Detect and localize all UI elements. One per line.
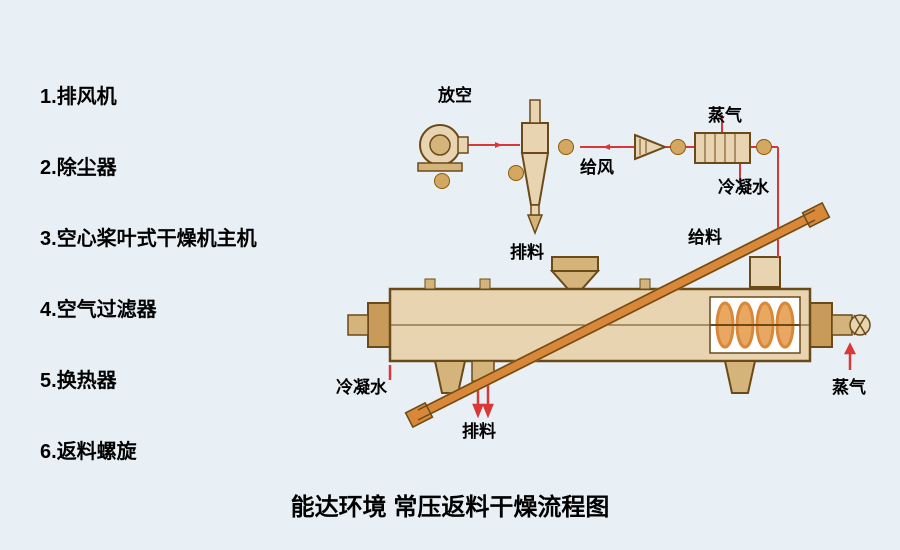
legend-text: 返料螺旋 xyxy=(57,441,137,463)
diagram-svg xyxy=(330,75,890,455)
legend-text: 排风机 xyxy=(57,86,117,108)
feed-box xyxy=(750,257,780,287)
hopper-icon xyxy=(552,257,598,289)
legend-text: 换热器 xyxy=(57,370,117,392)
label-feed: 给料 xyxy=(688,223,722,248)
legend-num: 3 xyxy=(40,228,51,250)
legend-num: 4 xyxy=(40,299,51,321)
badge-5 xyxy=(756,139,772,155)
label-air-in: 给风 xyxy=(580,153,614,178)
legend-item: 4.空气过滤器 xyxy=(40,293,257,322)
badge-3 xyxy=(558,139,574,155)
legend-num: 5 xyxy=(40,370,51,392)
label-vent: 放空 xyxy=(438,81,472,106)
legend-item: 6.返料螺旋 xyxy=(40,435,257,464)
label-condensate2: 冷凝水 xyxy=(336,373,387,398)
fan-icon xyxy=(418,125,468,171)
legend-item: 3.空心桨叶式干燥机主机 xyxy=(40,222,257,251)
legend-text: 空心桨叶式干燥机主机 xyxy=(57,228,257,250)
process-diagram: 放空 蒸气 给风 冷凝水 给料 排料 冷凝水 排料 蒸气 xyxy=(330,75,880,455)
label-discharge: 排料 xyxy=(510,238,544,263)
badge-4 xyxy=(670,139,686,155)
dryer-body xyxy=(348,279,870,393)
legend-num: 6 xyxy=(40,441,51,463)
legend-text: 空气过滤器 xyxy=(57,299,157,321)
badge-1 xyxy=(434,173,450,189)
label-steam: 蒸气 xyxy=(708,101,742,126)
label-discharge2: 排料 xyxy=(462,417,496,442)
heater-icon xyxy=(695,133,750,163)
filter-icon xyxy=(635,135,665,159)
legend-item: 2.除尘器 xyxy=(40,151,257,180)
badge-2 xyxy=(508,165,524,181)
label-steam2: 蒸气 xyxy=(832,373,866,398)
diagram-title: 能达环境 常压返料干燥流程图 xyxy=(0,487,900,522)
legend-item: 5.换热器 xyxy=(40,364,257,393)
label-condensate: 冷凝水 xyxy=(718,173,769,198)
legend-list: 1.排风机 2.除尘器 3.空心桨叶式干燥机主机 4.空气过滤器 5.换热器 6… xyxy=(40,80,257,506)
cyclone-icon xyxy=(522,100,548,233)
legend-num: 1 xyxy=(40,86,51,108)
legend-item: 1.排风机 xyxy=(40,80,257,109)
legend-text: 除尘器 xyxy=(57,157,117,179)
legend-num: 2 xyxy=(40,157,51,179)
